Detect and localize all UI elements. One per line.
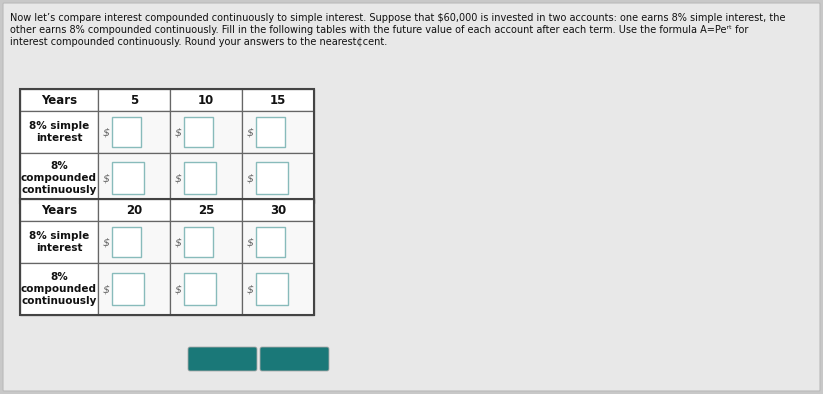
Bar xyxy=(112,227,142,257)
Text: 15: 15 xyxy=(270,93,286,106)
Text: $: $ xyxy=(247,284,254,294)
Bar xyxy=(20,89,314,203)
Bar xyxy=(20,199,98,221)
Bar xyxy=(170,111,242,153)
Text: 10: 10 xyxy=(198,93,214,106)
Bar xyxy=(256,117,286,147)
Text: $: $ xyxy=(175,284,182,294)
Bar xyxy=(98,111,170,153)
Text: Now let’s compare interest compounded continuously to simple interest. Suppose t: Now let’s compare interest compounded co… xyxy=(10,13,785,23)
Text: $: $ xyxy=(247,237,254,247)
FancyBboxPatch shape xyxy=(260,347,329,371)
Bar xyxy=(98,263,170,315)
Text: 20: 20 xyxy=(126,203,142,216)
Bar xyxy=(242,199,314,221)
Text: $: $ xyxy=(175,173,182,183)
Bar xyxy=(98,221,170,263)
Text: other earns 8% compounded continuously. Fill in the following tables with the fu: other earns 8% compounded continuously. … xyxy=(10,25,748,35)
Bar xyxy=(170,153,242,203)
Bar xyxy=(256,162,288,194)
Bar xyxy=(20,111,98,153)
Bar xyxy=(242,263,314,315)
Text: $: $ xyxy=(103,237,110,247)
Text: $: $ xyxy=(247,173,254,183)
Bar xyxy=(112,273,144,305)
Bar xyxy=(184,227,213,257)
Bar xyxy=(242,221,314,263)
Bar xyxy=(242,111,314,153)
Text: 8% simple
interest: 8% simple interest xyxy=(29,121,89,143)
Bar xyxy=(112,162,144,194)
Bar xyxy=(20,263,98,315)
Bar xyxy=(256,273,288,305)
Text: $: $ xyxy=(175,237,182,247)
Bar xyxy=(170,221,242,263)
Text: Years: Years xyxy=(41,203,77,216)
Text: interest compounded continuously. Round your answers to the nearest¢cent.: interest compounded continuously. Round … xyxy=(10,37,388,47)
Bar xyxy=(170,89,242,111)
Bar xyxy=(98,89,170,111)
Text: 8%
compounded
continuously: 8% compounded continuously xyxy=(21,162,97,195)
Bar xyxy=(170,263,242,315)
FancyBboxPatch shape xyxy=(188,347,257,371)
Text: 30: 30 xyxy=(270,203,286,216)
Bar xyxy=(184,273,216,305)
Text: $: $ xyxy=(175,127,182,137)
Bar xyxy=(242,89,314,111)
Text: $: $ xyxy=(103,284,110,294)
Bar xyxy=(20,89,98,111)
Bar xyxy=(20,199,314,315)
Bar xyxy=(20,153,98,203)
Bar xyxy=(20,221,98,263)
Bar xyxy=(112,117,142,147)
Bar xyxy=(256,227,286,257)
Bar xyxy=(242,153,314,203)
Text: 25: 25 xyxy=(198,203,214,216)
Text: 5: 5 xyxy=(130,93,138,106)
Bar xyxy=(98,153,170,203)
Text: $: $ xyxy=(247,127,254,137)
Text: Years: Years xyxy=(41,93,77,106)
Bar xyxy=(170,199,242,221)
FancyBboxPatch shape xyxy=(3,3,820,391)
Text: 8%
compounded
continuously: 8% compounded continuously xyxy=(21,272,97,306)
Text: $: $ xyxy=(103,127,110,137)
Bar xyxy=(98,199,170,221)
Text: 8% simple
interest: 8% simple interest xyxy=(29,231,89,253)
Text: $: $ xyxy=(103,173,110,183)
Bar xyxy=(184,117,213,147)
Bar xyxy=(184,162,216,194)
